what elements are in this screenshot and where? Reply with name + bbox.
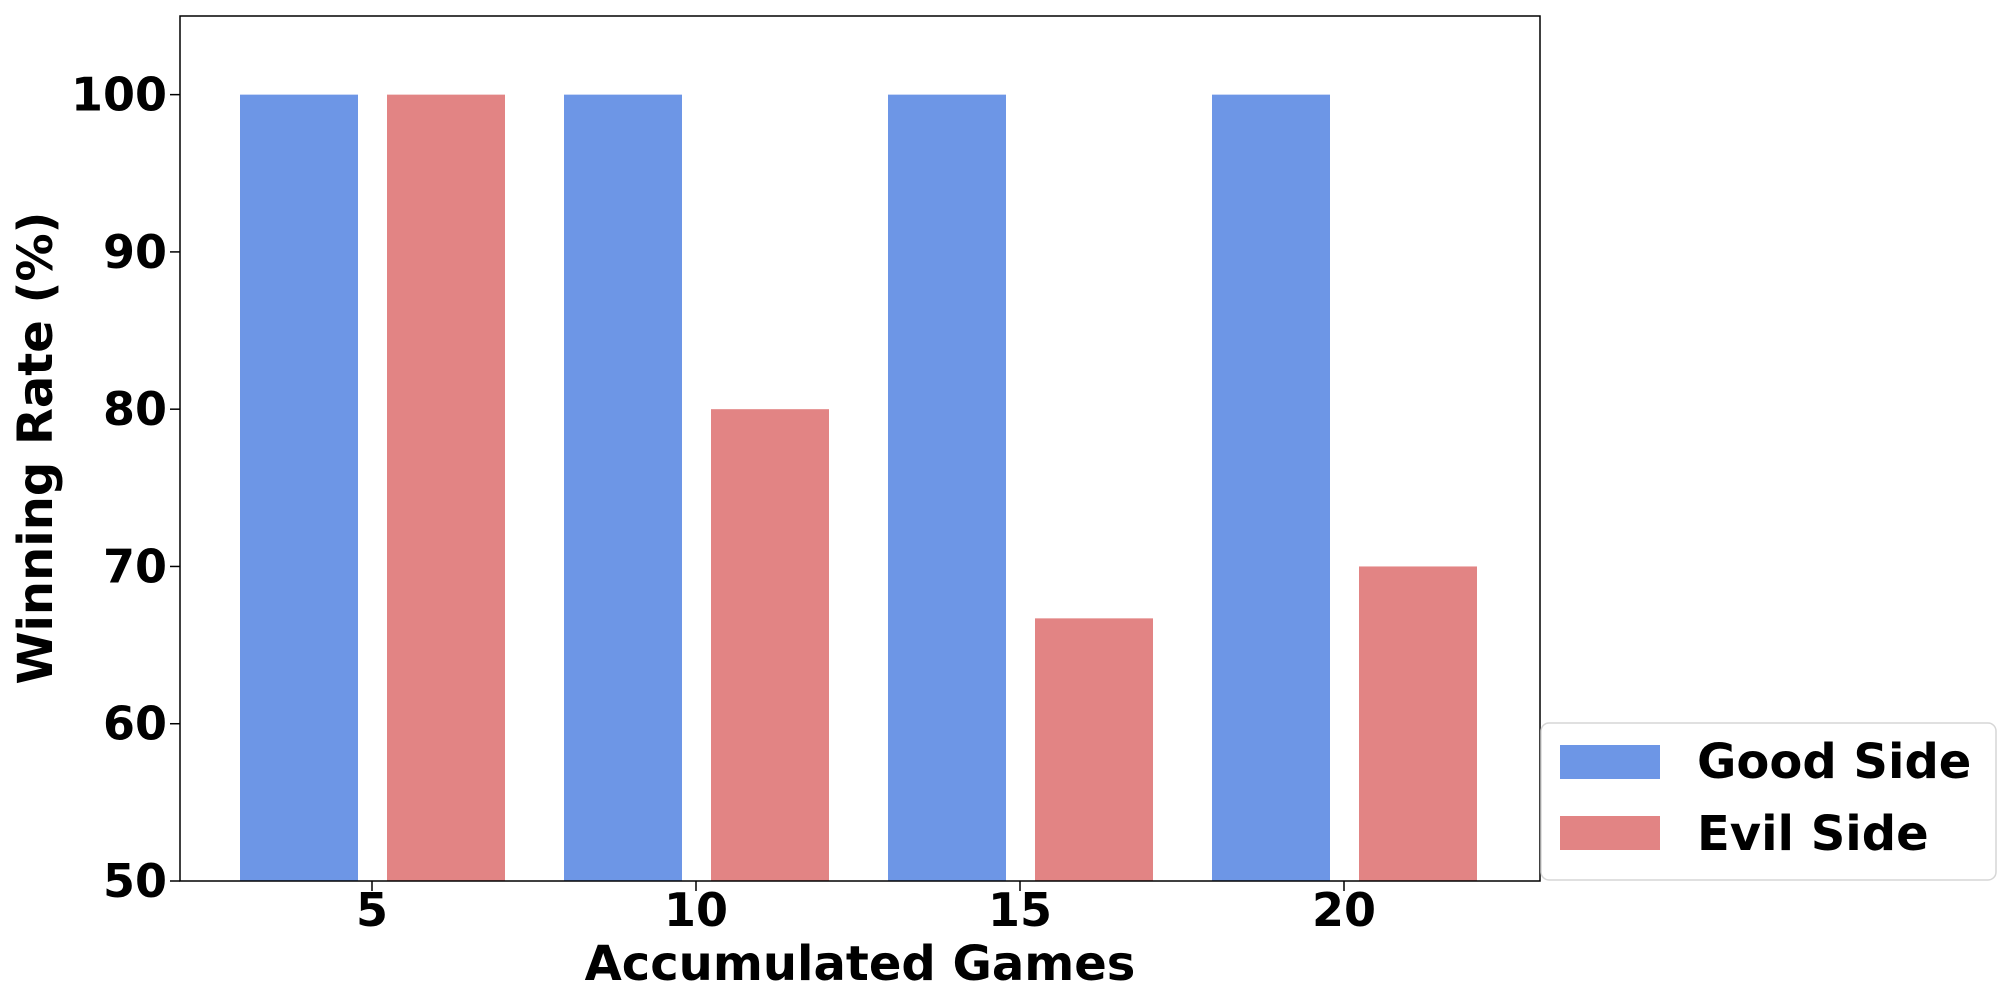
x-tick-label: 10	[664, 883, 728, 937]
legend-swatch-evil-side	[1560, 816, 1660, 850]
legend: Good Side Evil Side	[1540, 722, 1997, 881]
y-tick-label: 70	[103, 539, 167, 593]
bar-good-side-10	[564, 94, 682, 882]
y-axis-title: Winning Rate (%)	[8, 212, 64, 685]
y-tick-label: 100	[71, 68, 167, 122]
bar-evil-side-5	[387, 94, 505, 882]
legend-swatch-good-side	[1560, 745, 1660, 779]
x-tick-label: 5	[356, 883, 388, 937]
bars-group	[240, 94, 1477, 882]
y-tick-label: 50	[103, 854, 167, 908]
bar-good-side-20	[1212, 94, 1330, 882]
y-tick-label: 90	[103, 225, 167, 279]
y-tick-label: 80	[103, 382, 167, 436]
bar-evil-side-10	[711, 409, 829, 881]
bar-good-side-5	[240, 94, 358, 882]
y-tick-label: 60	[103, 697, 167, 751]
legend-label-evil-side: Evil Side	[1697, 806, 1929, 862]
x-tick-label: 15	[988, 883, 1052, 937]
x-tick-label: 20	[1312, 883, 1376, 937]
bar-evil-side-20	[1359, 566, 1477, 881]
bar-evil-side-15	[1035, 618, 1153, 881]
x-axis: 5 10 15 20	[356, 881, 1376, 937]
y-axis: 50 60 70 80 90 100	[71, 68, 180, 908]
bar-good-side-15	[888, 94, 1006, 882]
legend-label-good-side: Good Side	[1697, 734, 1971, 790]
plot-frame	[179, 15, 1541, 882]
x-axis-title: Accumulated Games	[585, 936, 1136, 992]
